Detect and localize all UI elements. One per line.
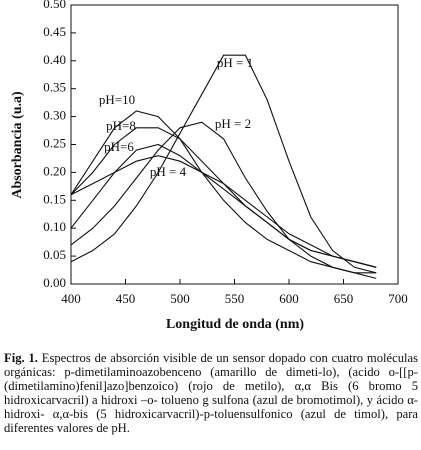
y-tick-label: 0.45 [43,24,66,39]
x-tick-label: 500 [170,291,190,306]
series-line [70,143,377,268]
series-line [70,54,377,274]
x-axis-title: Longitud de onda (nm) [166,317,304,332]
y-tick-label: 0.40 [43,52,66,67]
series-label: pH=10 [99,92,135,107]
x-tick-label: 700 [388,291,408,306]
y-tick-label: 0.15 [43,191,66,206]
series-line [70,121,377,279]
series-label: pH = 2 [215,116,251,131]
y-tick-label: 0.25 [43,135,66,150]
series-label: pH=6 [104,139,134,154]
y-tick-label: 0.20 [43,163,66,178]
series-label: pH = 1 [217,55,253,70]
y-tick-label: 0.35 [43,80,66,95]
series-line [70,155,377,268]
series-label: pH = 4 [150,164,187,179]
caption-text: Espectros de absorción visible de un sen… [4,351,418,435]
y-tick-label: 0.00 [43,275,66,290]
series-line [70,110,377,274]
x-tick-label: 550 [225,291,245,306]
caption: Fig. 1. Espectros de absorción visible d… [4,351,418,435]
x-tick-label: 450 [116,291,136,306]
chart: Longitud de onda (nm) Absorbancia (u.a) … [10,0,408,332]
caption-label: Fig. 1. [4,351,38,365]
y-tick-label: 0.50 [43,0,66,11]
y-tick-label: 0.05 [43,247,66,262]
x-tick-label: 600 [279,291,299,306]
x-tick-label: 400 [61,291,81,306]
series-label: pH=8 [106,118,136,133]
y-tick-label: 0.10 [43,219,66,234]
x-tick-label: 650 [334,291,354,306]
y-axis-title: Absorbancia (u.a) [10,91,25,199]
y-tick-label: 0.30 [43,108,66,123]
